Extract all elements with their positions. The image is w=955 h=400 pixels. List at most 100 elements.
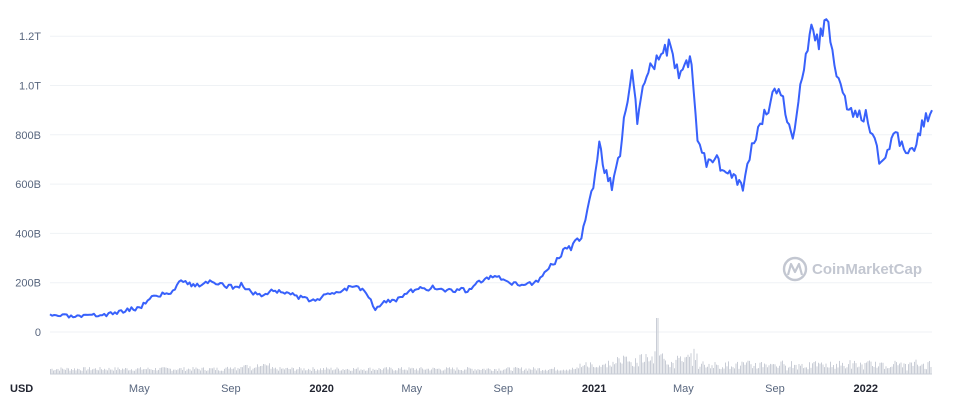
volume-bar <box>705 367 707 374</box>
volume-bar <box>333 369 335 374</box>
volume-bar <box>611 366 612 374</box>
volume-bar <box>432 367 434 374</box>
volume-bar <box>237 368 239 374</box>
volume-bar <box>51 368 53 374</box>
volume-bar <box>644 361 645 374</box>
volume-bar <box>279 367 281 374</box>
volume-bar <box>96 369 98 374</box>
volume-bar <box>399 368 401 374</box>
volume-bar <box>428 368 429 374</box>
volume-bar <box>317 369 318 374</box>
volume-bar <box>642 362 644 374</box>
volume-bar <box>768 365 770 374</box>
volume-bar <box>888 368 890 374</box>
volume-bar <box>693 348 695 374</box>
volume-bar <box>807 369 809 374</box>
volume-bar <box>347 368 348 374</box>
volume-bar <box>852 363 854 374</box>
volume-bar <box>489 369 491 374</box>
volume-bar <box>480 370 482 374</box>
x-tick-label: Sep <box>765 383 785 395</box>
volume-bar <box>921 364 923 374</box>
volume-bar <box>539 368 540 374</box>
volume-bar <box>119 369 120 374</box>
volume-bar <box>533 367 534 374</box>
volume-bar <box>512 370 513 374</box>
volume-bar <box>648 361 650 374</box>
volume-bar <box>816 366 818 374</box>
volume-bar <box>645 354 647 374</box>
volume-bar <box>77 368 78 374</box>
volume-bar <box>422 368 423 374</box>
volume-bar <box>926 369 927 374</box>
series-line-layer <box>49 18 933 319</box>
x-axis-tick-labels: USD May Sep 2020 May Sep 2021 May Sep 2022 <box>10 383 878 395</box>
volume-bar <box>765 364 767 374</box>
volume-bar <box>558 370 560 374</box>
volume-bar <box>203 367 204 374</box>
volume-bar <box>308 368 309 374</box>
volume-bar <box>498 368 500 374</box>
volume-bar <box>425 369 426 374</box>
volume-bar <box>752 368 753 374</box>
volume-bar <box>201 367 203 374</box>
volume-bar <box>596 367 597 374</box>
volume-bar <box>362 370 363 374</box>
volume-bar <box>75 370 77 374</box>
volume-bar <box>122 368 123 374</box>
volume-bar <box>878 366 879 374</box>
volume-bar <box>123 369 125 374</box>
volume-bar <box>153 370 155 374</box>
volume-bar <box>81 370 83 374</box>
volume-bar <box>176 370 177 374</box>
volume-bar <box>509 367 510 374</box>
volume-bar <box>720 369 722 374</box>
volume-bar <box>365 370 366 374</box>
volume-bar <box>183 367 185 374</box>
volume-bar <box>563 369 564 374</box>
volume-bar <box>600 366 602 374</box>
volume-bar <box>540 370 542 374</box>
volume-bar <box>137 368 138 374</box>
volume-bar <box>887 368 888 374</box>
volume-bar <box>638 366 639 374</box>
volume-bar <box>269 363 270 374</box>
volume-bar <box>312 367 314 374</box>
volume-bar <box>240 367 242 374</box>
volume-bar <box>842 362 843 374</box>
volume-bar <box>264 364 266 374</box>
volume-bar <box>825 363 827 374</box>
volume-bar <box>294 370 296 374</box>
volume-bar <box>569 369 570 374</box>
volume-bar <box>560 370 561 374</box>
volume-bar <box>624 356 626 374</box>
volume-bar <box>804 367 806 374</box>
volume-bar <box>831 367 833 374</box>
volume-bar <box>179 368 180 374</box>
volume-bar <box>627 361 629 374</box>
volume-bar <box>188 368 189 374</box>
volume-bar <box>633 366 635 374</box>
volume-bar <box>390 367 392 374</box>
volume-bar <box>630 362 632 374</box>
volume-bar <box>111 369 113 374</box>
volume-bar <box>521 367 522 374</box>
volume-bar <box>864 363 866 374</box>
coinmarketcap-logo-icon <box>782 256 808 282</box>
volume-bar <box>380 369 381 374</box>
volume-bar <box>129 370 131 374</box>
volume-bar <box>291 367 293 374</box>
volume-bar <box>66 367 68 374</box>
volume-bar <box>450 369 452 374</box>
volume-bar <box>654 351 656 374</box>
volume-bar <box>615 363 617 374</box>
volume-bar <box>629 361 630 374</box>
volume-bar <box>650 360 651 374</box>
volume-bar <box>743 362 744 374</box>
volume-bar <box>612 361 614 374</box>
volume-bar <box>258 366 260 374</box>
volume-bar <box>140 367 141 374</box>
volume-bar <box>899 363 900 374</box>
volume-bar <box>438 368 440 374</box>
volume-bar <box>731 366 732 374</box>
